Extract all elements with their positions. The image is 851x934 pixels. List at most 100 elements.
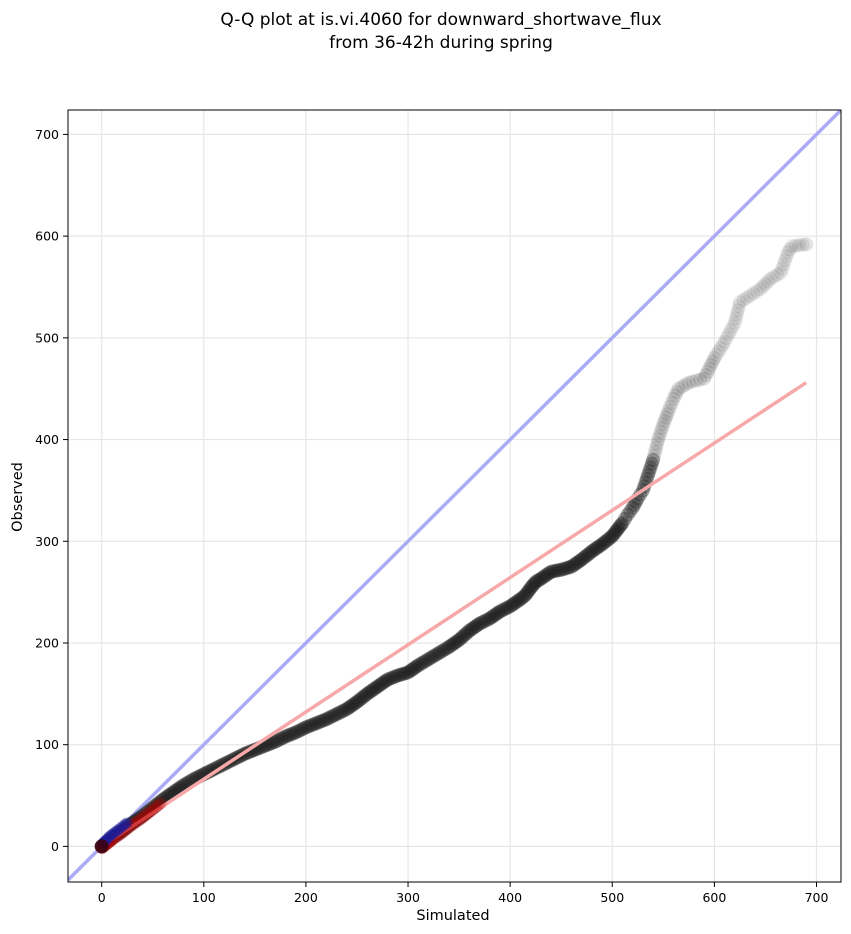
quantile-point bbox=[521, 584, 536, 599]
quantile-point bbox=[499, 601, 514, 616]
quantile-point bbox=[497, 602, 512, 617]
low-point-blue bbox=[121, 817, 133, 829]
low-point-red bbox=[114, 828, 127, 841]
quantile-point bbox=[478, 613, 493, 628]
low-point-red bbox=[122, 821, 135, 834]
quantile-point bbox=[494, 603, 509, 618]
quantile-point bbox=[472, 616, 487, 631]
quantile-point bbox=[323, 710, 338, 725]
quantile-point bbox=[372, 678, 387, 693]
quantile-point bbox=[779, 249, 794, 264]
quantile-point bbox=[703, 357, 718, 372]
quantile-point bbox=[417, 654, 432, 669]
quantile-point bbox=[516, 589, 531, 604]
quantile-point bbox=[593, 538, 608, 553]
quantile-point bbox=[558, 561, 573, 576]
quantile-point bbox=[356, 689, 371, 704]
quantile-point bbox=[606, 527, 621, 542]
quantile-point bbox=[274, 731, 289, 746]
quantile-point bbox=[358, 688, 373, 703]
y-tick-label: 500 bbox=[35, 330, 59, 345]
quantile-point bbox=[533, 571, 548, 586]
quantile-point bbox=[601, 531, 616, 546]
quantile-point bbox=[327, 708, 342, 723]
low-point-blue bbox=[109, 826, 121, 838]
quantile-point bbox=[467, 620, 482, 635]
quantile-point bbox=[647, 448, 662, 463]
quantile-point bbox=[286, 726, 301, 741]
quantile-point bbox=[770, 267, 785, 282]
y-tick-label: 400 bbox=[35, 432, 59, 447]
quantile-point bbox=[746, 286, 761, 301]
quantile-point bbox=[290, 724, 305, 739]
low-point-blue bbox=[120, 818, 132, 830]
quantile-point bbox=[482, 611, 497, 626]
quantile-point bbox=[382, 671, 397, 686]
low-point-red bbox=[133, 814, 146, 827]
quantile-point bbox=[503, 599, 518, 614]
quantile-point bbox=[492, 604, 507, 619]
quantile-point bbox=[728, 311, 743, 326]
quantile-point bbox=[319, 712, 334, 727]
y-tick-label: 0 bbox=[51, 839, 59, 854]
quantile-point bbox=[538, 568, 553, 583]
quantile-point bbox=[348, 696, 363, 711]
quantile-point bbox=[398, 666, 413, 681]
low-point-blue bbox=[105, 829, 117, 841]
quantile-point bbox=[368, 680, 383, 695]
quantile-point bbox=[711, 344, 726, 359]
quantile-point bbox=[411, 658, 426, 673]
quantile-point bbox=[766, 269, 781, 284]
quantile-point bbox=[452, 632, 467, 647]
quantile-point bbox=[596, 535, 611, 550]
quantile-point bbox=[135, 808, 150, 823]
quantile-point bbox=[373, 677, 388, 692]
quantile-point bbox=[730, 303, 745, 318]
quantile-point bbox=[589, 540, 604, 555]
quantile-point bbox=[469, 619, 484, 634]
quantile-point bbox=[572, 553, 587, 568]
quantile-point bbox=[441, 640, 456, 655]
x-tick-label: 400 bbox=[498, 890, 522, 905]
quantile-point bbox=[437, 642, 452, 657]
quantile-point bbox=[543, 564, 558, 579]
x-axis-ticks: 0 100 200 300 400 500 600 700 bbox=[98, 882, 828, 905]
quantile-point bbox=[574, 552, 589, 567]
quantile-point bbox=[571, 554, 586, 569]
quantile-points bbox=[94, 237, 814, 854]
quantile-point bbox=[511, 593, 526, 608]
quantile-point bbox=[736, 293, 751, 308]
quantile-point bbox=[685, 374, 700, 389]
quantile-point bbox=[380, 672, 395, 687]
quantile-point bbox=[298, 720, 313, 735]
quantile-point bbox=[700, 364, 715, 379]
quantile-point bbox=[245, 743, 260, 758]
quantile-point bbox=[329, 707, 344, 722]
y-tick-label: 600 bbox=[35, 229, 59, 244]
low-point-blue bbox=[106, 828, 118, 840]
quantile-point bbox=[423, 651, 438, 666]
low-point-red bbox=[111, 830, 124, 843]
low-point-blue bbox=[113, 823, 125, 835]
quantile-point bbox=[333, 705, 348, 720]
quantile-point bbox=[648, 444, 663, 459]
quantile-point bbox=[522, 582, 537, 597]
quantile-point bbox=[448, 635, 463, 650]
quantile-point bbox=[367, 682, 382, 697]
quantile-point bbox=[540, 567, 555, 582]
quantile-point bbox=[660, 407, 675, 422]
quantile-point bbox=[625, 500, 640, 515]
quantile-point bbox=[280, 728, 295, 743]
quantile-point bbox=[556, 562, 571, 577]
quantile-point bbox=[729, 307, 744, 322]
quantile-point bbox=[527, 576, 542, 591]
quantile-point bbox=[315, 713, 330, 728]
low-point-red bbox=[129, 816, 142, 829]
quantile-point bbox=[351, 693, 366, 708]
quantile-point bbox=[569, 556, 584, 571]
quantile-point bbox=[435, 643, 450, 658]
quantile-point bbox=[346, 697, 361, 712]
quantile-point bbox=[778, 253, 793, 268]
quantile-point bbox=[386, 670, 401, 685]
quantile-point bbox=[586, 543, 601, 558]
